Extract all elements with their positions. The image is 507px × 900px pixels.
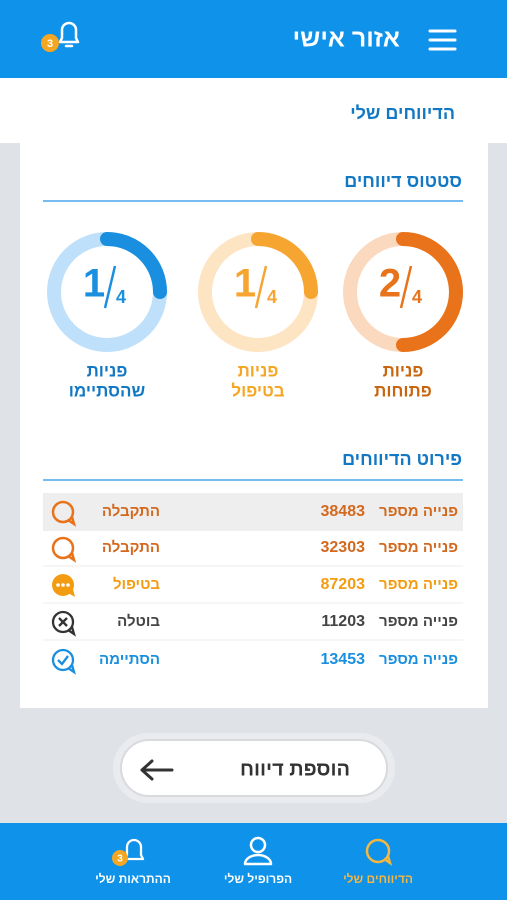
bell-button[interactable]: 3 — [41, 21, 80, 52]
report-prefix: פנייה מספר — [379, 576, 458, 593]
section-title: פירוט הדיווחים — [342, 449, 462, 469]
icon-received — [51, 536, 77, 563]
row-highlight — [43, 493, 463, 531]
report-number: 87203 — [321, 576, 366, 593]
report-number: 38483 — [321, 503, 366, 520]
report-status: התקבלה — [102, 503, 160, 520]
section-title: סטטוס דיווחים — [344, 171, 462, 191]
badge-count: 3 — [117, 854, 123, 865]
nav-reports[interactable]: הדיווחים שלי — [343, 838, 413, 886]
report-prefix: פנייה מספר — [379, 539, 458, 556]
ring-progress — [100, 232, 167, 299]
header-bar — [0, 0, 507, 78]
ring-count: 1 — [234, 262, 256, 306]
ring-label: פניות — [238, 361, 279, 380]
report-number: 32303 — [321, 539, 366, 556]
ring-label: פניות — [87, 361, 128, 380]
report-number: 11203 — [321, 613, 365, 630]
report-status: הסתיימה — [99, 651, 160, 668]
menu-button[interactable] — [428, 29, 457, 51]
badge-count: 3 — [47, 38, 53, 50]
subheader-bar — [0, 78, 507, 143]
header-title: אזור אישי — [293, 25, 400, 53]
badge — [41, 34, 59, 52]
bottom-nav — [0, 823, 507, 900]
ring-total: 4 — [412, 287, 422, 307]
ring-label: בטיפול — [231, 381, 284, 400]
nav-label: הדיווחים שלי — [343, 872, 413, 886]
nav-label: ההתראות שלי — [95, 872, 171, 886]
icon-done — [51, 648, 76, 675]
report-number: 13453 — [321, 651, 366, 668]
report-status: בטיפול — [113, 576, 160, 593]
ring-label: פתוחות — [374, 381, 432, 400]
report-list: פנייה מספר 38483 התקבלה פנייה מספר 32303 התקב… — [43, 503, 463, 668]
report-status: בוטלה — [117, 613, 160, 630]
nav-profile[interactable]: הפרופיל שלי — [224, 836, 292, 886]
nav-notifications[interactable]: 3 ההתראות שלי — [95, 838, 171, 886]
ring-total: 4 — [116, 287, 126, 307]
ring-progress — [251, 232, 318, 299]
ring-progress — [396, 232, 463, 352]
ring-label: פניות — [383, 361, 424, 380]
subheader-title: הדיווחים שלי — [350, 103, 455, 123]
ring-label: שהסתיימו — [69, 381, 146, 400]
add-report-button[interactable]: הוספת דיווח — [113, 733, 395, 803]
ring-count: 2 — [379, 262, 401, 306]
report-prefix: פנייה מספר — [379, 651, 458, 668]
report-prefix: פנייה מספר — [379, 613, 458, 630]
nav-label: הפרופיל שלי — [224, 872, 292, 886]
ring-total: 4 — [267, 287, 277, 307]
ring-slash — [254, 265, 268, 309]
button-label: הוספת דיווח — [240, 758, 350, 780]
report-status: התקבלה — [102, 539, 160, 556]
icon-received — [51, 500, 77, 527]
badge — [112, 850, 128, 866]
report-prefix: פנייה מספר — [379, 503, 458, 520]
ring-slash — [103, 265, 117, 309]
ring-count: 1 — [83, 262, 105, 306]
ring-slash — [399, 265, 413, 309]
icon-in-progress — [52, 574, 75, 597]
icon-cancelled — [51, 610, 76, 637]
